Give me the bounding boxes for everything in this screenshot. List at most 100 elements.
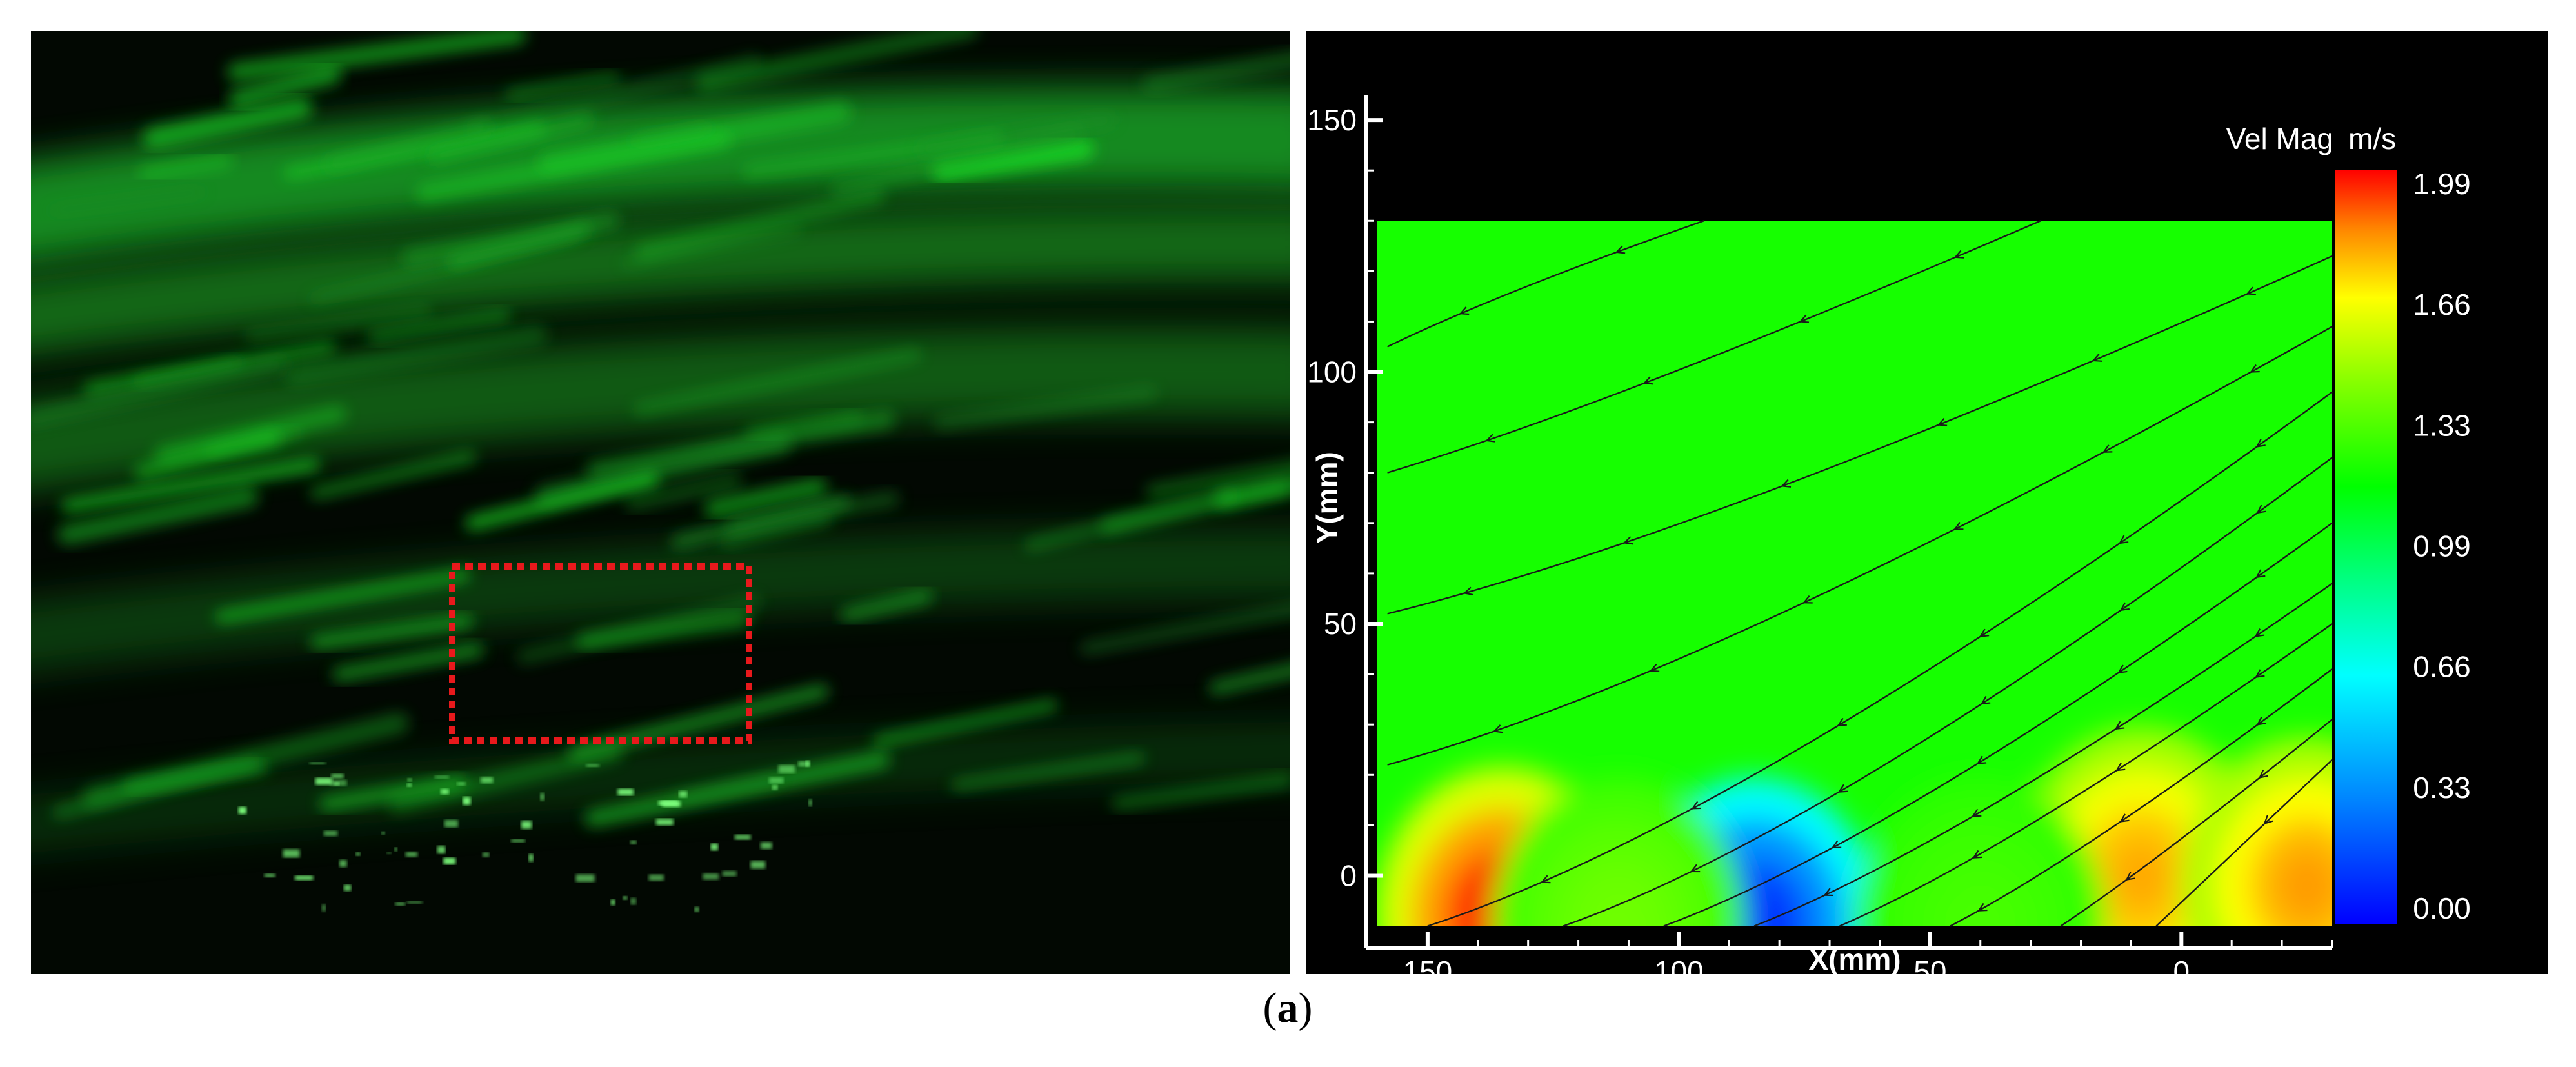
streamline-arrow	[2255, 569, 2266, 579]
x-tick-label: 100	[1654, 955, 1704, 974]
colorbar-unit: m/s	[2348, 122, 2396, 155]
streak	[415, 132, 732, 201]
streak	[61, 459, 320, 512]
colorbar-tick-label: 0.99	[2413, 530, 2471, 563]
streamline-arrow	[1823, 888, 1833, 897]
speck	[283, 849, 300, 858]
streak	[215, 570, 470, 623]
speck	[295, 875, 314, 881]
streak	[586, 411, 895, 479]
streamline-arrow	[2117, 664, 2128, 673]
speck	[331, 773, 344, 779]
speck	[394, 847, 397, 852]
speck	[457, 782, 466, 786]
speck	[355, 852, 361, 856]
speck	[395, 902, 406, 906]
speck	[528, 853, 534, 862]
streak	[746, 411, 863, 438]
streak	[635, 189, 884, 259]
speck	[511, 839, 525, 843]
streamline-arrow	[1837, 784, 1848, 793]
streamline	[1753, 583, 2333, 927]
streak	[143, 97, 312, 148]
light-band	[31, 86, 1290, 264]
streamline	[1387, 220, 2041, 474]
speck	[750, 861, 766, 869]
speck	[703, 873, 719, 880]
streak	[31, 358, 288, 426]
streamline-arrow	[1622, 536, 1633, 545]
velocity-hotspot	[2111, 840, 2172, 912]
speck	[694, 906, 699, 912]
speck	[463, 797, 471, 805]
x-axis-label: X(mm)	[1808, 942, 1901, 974]
particle-streaks	[31, 31, 1290, 827]
streak	[228, 65, 342, 108]
streamline	[1387, 220, 1704, 348]
streak	[138, 152, 234, 181]
streak	[1146, 461, 1290, 498]
speck	[772, 784, 778, 790]
streak	[932, 139, 1094, 182]
streamline-arrow	[2263, 815, 2273, 825]
streamline	[1663, 522, 2333, 927]
streamline-arrow	[2118, 535, 2129, 544]
streamlines	[1387, 220, 2333, 927]
speck	[806, 761, 810, 767]
streak	[310, 615, 474, 649]
streamline-arrow	[1649, 663, 1660, 672]
streamline-arrow	[1615, 245, 1626, 254]
caption-open-paren: (	[1263, 984, 1277, 1032]
speck	[264, 873, 275, 877]
streamline-arrow	[1691, 801, 1702, 810]
streamline-arrow	[1837, 717, 1847, 726]
speck	[381, 832, 385, 835]
streak	[388, 744, 623, 813]
streamline-arrow	[1799, 314, 1810, 323]
speck	[323, 830, 338, 836]
streamline-arrow	[1781, 479, 1792, 488]
y-tick-label: 50	[1324, 607, 1357, 641]
streak	[1080, 604, 1290, 654]
reflection-specks	[238, 761, 812, 912]
colorbar-tick-label: 0.33	[2413, 771, 2471, 804]
y-tick-label: 0	[1340, 859, 1357, 892]
streak	[466, 55, 761, 134]
speck	[386, 852, 392, 854]
speck	[798, 761, 808, 767]
streak	[1214, 476, 1290, 508]
streamline-arrow	[2119, 602, 2130, 612]
speck	[611, 899, 615, 906]
speck	[441, 789, 449, 795]
streak	[951, 754, 1145, 790]
streamline	[1950, 668, 2333, 927]
streamline-arrow	[2256, 504, 2266, 514]
velocity-field	[1377, 221, 2332, 926]
streamline-arrow	[1459, 306, 1470, 315]
streak	[310, 451, 476, 499]
streamline	[2155, 759, 2333, 927]
streamline	[2060, 719, 2333, 927]
streak	[133, 359, 243, 386]
streamline-arrow	[1492, 724, 1503, 733]
speck	[655, 819, 674, 826]
streak	[840, 589, 933, 622]
speck	[617, 788, 634, 795]
streamline-arrow	[2114, 721, 2125, 730]
speck	[540, 793, 544, 801]
streak	[917, 114, 1116, 156]
streak	[324, 119, 492, 171]
speck	[734, 835, 751, 840]
streamline-arrow	[2254, 628, 2264, 637]
streamline-arrow	[2255, 439, 2266, 448]
streamline-arrow	[2246, 286, 2256, 295]
streamline	[1427, 391, 2333, 927]
streak	[634, 349, 922, 415]
streak	[465, 472, 659, 530]
streak	[934, 386, 1157, 429]
streamline-arrow	[1953, 250, 1964, 259]
colorbar-tick-label: 1.66	[2413, 288, 2471, 321]
speck	[769, 777, 784, 784]
streak	[319, 775, 466, 810]
streak	[832, 126, 1083, 196]
